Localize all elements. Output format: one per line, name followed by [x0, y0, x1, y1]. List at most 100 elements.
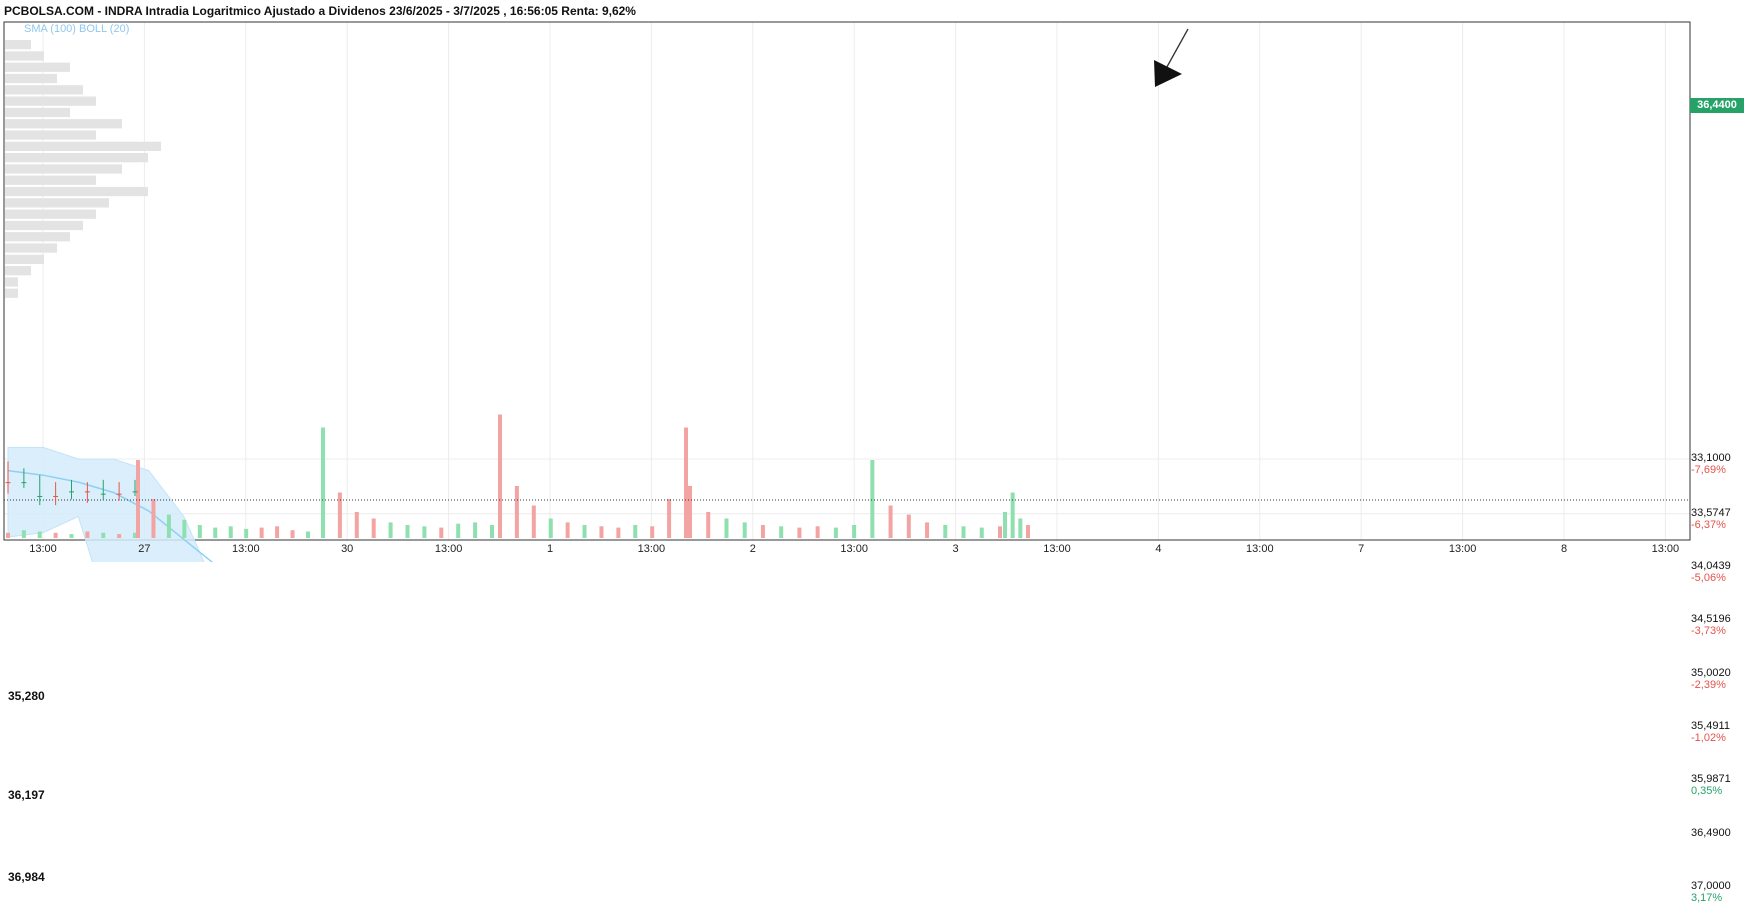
time-axis-label: 30 [341, 543, 354, 555]
candle-body [69, 491, 74, 493]
volume-bar [797, 527, 802, 538]
volume-bar [582, 525, 587, 538]
volume-bar [706, 512, 711, 538]
last-price-badge: 36,4400 [1690, 98, 1744, 113]
volume-bar [688, 486, 692, 538]
volume-bar [259, 527, 264, 538]
volume-profile-bar [5, 254, 44, 264]
price-axis-label: 33,5747 [1691, 506, 1731, 519]
time-axis-label: 13:00 [1651, 543, 1680, 555]
volume-profile-bar [5, 73, 57, 84]
volume-profile-bar [5, 141, 161, 151]
time-axis-label: 13:00 [1043, 543, 1071, 555]
percent-axis-label: 3,17% [1691, 892, 1723, 904]
volume-bar [228, 526, 233, 538]
time-axis-label: 1 [546, 543, 554, 555]
volume-bar [565, 522, 570, 538]
candle-body [100, 493, 106, 495]
volume-bar [906, 514, 911, 538]
volume-bar [197, 525, 202, 538]
volume-bar [337, 492, 342, 538]
volume-profile-bar [5, 175, 96, 185]
time-axis-label: 4 [1155, 543, 1162, 555]
volume-bar [151, 499, 156, 538]
time-axis-label: 27 [138, 543, 151, 555]
volume-bar [182, 519, 187, 538]
volume-bar [1026, 525, 1030, 538]
time-axis-label: 13:00 [637, 543, 666, 555]
volume-bar [405, 525, 410, 538]
volume-bar [69, 534, 74, 538]
volume-bar [53, 532, 58, 538]
candles [5, 461, 138, 506]
volume-bar [1010, 492, 1015, 538]
volume-bar [388, 522, 393, 538]
grid [3, 21, 1691, 541]
time-axis-label: 3 [952, 543, 959, 555]
volume-bar [961, 526, 966, 538]
price-axis-label: 36,4900 [1691, 826, 1731, 839]
volume-profile-bar [5, 232, 70, 242]
time-axis-label: 8 [1560, 543, 1568, 555]
volume-profile-bar [5, 85, 83, 95]
chart-title: PCBOLSA.COM - INDRA Intradia Logaritmico… [4, 4, 636, 18]
candle-body [37, 495, 43, 497]
time-axis-label: 2 [749, 543, 756, 555]
volume-bar [998, 526, 1002, 538]
volume-profile-bar [5, 96, 96, 106]
volume-bar [925, 522, 930, 538]
volume-bar [667, 499, 672, 538]
volume-bar [531, 505, 536, 538]
time-axis-label: 13:00 [840, 543, 868, 555]
volume-profile-bar [5, 277, 18, 287]
percent-axis-label: -2,39% [1691, 678, 1726, 691]
price-axis-label: 35,0020 [1691, 666, 1731, 679]
volume-profile-bar [5, 186, 148, 197]
volume-profile-bar [5, 266, 31, 276]
plot-frame [3, 21, 1691, 541]
level-label: 36,984 [8, 870, 45, 885]
volume-profile-bar [5, 288, 18, 298]
volume-profile-bar [5, 119, 122, 129]
volume-bar [852, 525, 857, 538]
volume-profile-bar [5, 209, 96, 219]
volume-bar [473, 522, 478, 538]
candle-body [21, 482, 27, 484]
annotations [1154, 28, 1189, 87]
volume-bar [650, 526, 655, 538]
volume-bar [979, 527, 984, 538]
volume-bars [4, 414, 1690, 538]
candle-body [53, 495, 59, 497]
time-axis-label: 13:00 [232, 543, 260, 555]
volume-bar [439, 527, 444, 538]
candlestick-chart [3, 21, 1691, 562]
volume-bar [1003, 512, 1007, 538]
volume-bar [37, 531, 42, 538]
volume-bar [306, 531, 310, 538]
time-axis-label: 13:00 [1448, 543, 1477, 555]
time-axis-label: 13:00 [1246, 543, 1274, 555]
volume-bar [321, 427, 325, 538]
time-axis-label: 13:00 [434, 543, 463, 555]
volume-bar [275, 526, 280, 538]
volume-profile-bar [5, 40, 31, 50]
volume-bar [456, 523, 461, 538]
percent-axis-label: -1,02% [1691, 732, 1726, 744]
time-axis-label: 7 [1358, 543, 1365, 555]
volume-profile-bar [5, 164, 122, 174]
volume-bar [213, 527, 218, 538]
volume-bar [290, 530, 295, 538]
volume-bar [244, 528, 249, 538]
volume-bar [133, 532, 137, 538]
volume-profile [5, 40, 161, 298]
sma-100-line [7, 469, 214, 562]
volume-bar [888, 505, 893, 538]
volume-bar [943, 525, 948, 538]
candle-body [84, 491, 90, 493]
volume-profile-bar [5, 62, 70, 72]
price-axis-label: 34,5196 [1691, 613, 1731, 626]
volume-profile-bar [5, 153, 148, 163]
candle-body [116, 493, 122, 495]
volume-bar [833, 527, 838, 538]
indicator-label: SMA (100) BOLL (20) [24, 23, 130, 35]
